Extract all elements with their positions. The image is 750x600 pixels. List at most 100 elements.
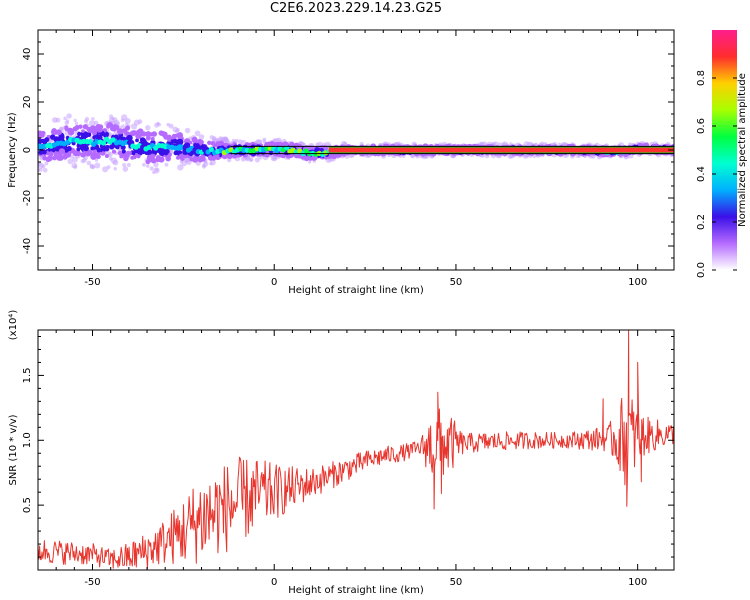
- spectrogram-cell: [57, 154, 64, 160]
- spectrogram-cell: [145, 159, 151, 165]
- spectrogram-cell: [145, 164, 150, 168]
- spectrogram-cell: [142, 162, 146, 167]
- spectrogram-x-axis-label: Height of straight line (km): [288, 285, 424, 296]
- x-tick-label: 100: [628, 277, 647, 288]
- spectrogram-cell: [227, 154, 233, 160]
- colorbar-label: Normalized spectral amplitude: [737, 73, 748, 227]
- spectrogram-cell: [93, 120, 99, 125]
- spectrogram-cell: [91, 129, 98, 136]
- spectrogram-cell: [192, 157, 197, 163]
- spectrogram-cell: [130, 123, 138, 130]
- spectrogram-cell: [101, 151, 106, 156]
- colorbar-tick-label: 0.8: [696, 70, 707, 86]
- spectrogram-cell: [41, 149, 47, 155]
- spectrogram-cell: [160, 131, 167, 137]
- spectrogram-cell: [76, 147, 81, 152]
- spectrogram-cell: [86, 160, 92, 166]
- spectrogram-cell: [197, 157, 203, 163]
- spectrogram-cell: [96, 154, 101, 160]
- spectrogram-cell: [106, 124, 111, 129]
- spectrogram-cell: [62, 154, 68, 160]
- spectrogram-cell: [107, 152, 113, 158]
- spectrogram-cell: [53, 129, 59, 135]
- spectrogram-cell: [166, 136, 173, 142]
- spectrogram-cell: [82, 124, 88, 130]
- spectrogram-cell: [117, 150, 123, 156]
- spectrogram-cell: [149, 166, 154, 171]
- spectrogram-cell: [304, 156, 310, 162]
- spectrogram-cell: [223, 137, 228, 142]
- spectrogram-x-ticks: -50 0 50 100: [37, 30, 675, 288]
- spectrogram-cell: [145, 125, 151, 131]
- spectrogram-cell: [181, 160, 188, 167]
- spectrogram-cell: [158, 149, 165, 156]
- spectrogram-cell: [150, 136, 155, 141]
- spectrogram-cell: [146, 149, 153, 155]
- colorbar-tick-label: 0.2: [696, 214, 707, 230]
- spectrogram-y-ticks: -40 -20 0 20 40: [22, 29, 674, 271]
- x-tick-label: 50: [450, 577, 463, 588]
- spectrogram-cell: [120, 124, 126, 129]
- spectrogram-cell: [272, 138, 277, 143]
- spectrogram-cell: [109, 123, 114, 128]
- spectrogram-cell: [254, 157, 260, 163]
- y-tick-label: -20: [22, 190, 33, 206]
- snr-panel: -50 0 50 100 0.5 1.0 1.5 Height of straight l…: [8, 310, 675, 596]
- spectrogram-cell: [210, 141, 216, 146]
- spectrogram-cell: [49, 134, 56, 140]
- colorbar-tick-label: 0.0: [696, 262, 707, 278]
- spectrogram-cell: [315, 142, 320, 147]
- spectrogram-cell: [53, 153, 58, 158]
- spectrogram-cell: [177, 164, 184, 171]
- spectrogram-cell: [117, 128, 124, 135]
- spectrogram-cell: [166, 153, 171, 159]
- spectrogram-cell: [51, 117, 58, 123]
- spectrogram-cell: [126, 134, 133, 142]
- y-tick-label: 20: [22, 96, 33, 109]
- spectrogram-cell: [218, 136, 224, 142]
- spectrogram-cell: [55, 147, 60, 152]
- x-tick-label: 100: [628, 577, 647, 588]
- spectrogram-cell: [64, 139, 71, 146]
- spectrogram-cell: [235, 138, 239, 143]
- spectrogram-cell: [130, 155, 135, 160]
- x-tick-label: 50: [450, 277, 463, 288]
- spectrogram-cell: [119, 134, 123, 139]
- spectrogram-cell: [100, 145, 107, 151]
- snr-y-ticks: 0.5 1.0 1.5: [22, 335, 674, 558]
- spectrogram-cell: [60, 134, 65, 138]
- spectrogram-cell: [122, 162, 127, 167]
- spectrogram-cell: [74, 124, 80, 130]
- spectrogram-cell: [63, 116, 67, 121]
- spectrogram-cell: [262, 139, 267, 144]
- x-tick-label: 0: [271, 577, 277, 588]
- spectrogram-cell: [207, 154, 214, 161]
- spectrogram-cell: [44, 161, 49, 166]
- snr-series-line: [38, 330, 674, 570]
- spectrogram-cell: [201, 157, 206, 162]
- spectrogram-cell: [148, 153, 154, 159]
- spectrogram-cell: [42, 167, 48, 173]
- spectrogram-cell: [164, 162, 169, 167]
- snr-frame: [37, 329, 675, 571]
- spectrogram-cell: [136, 129, 143, 136]
- spectrogram-cell: [121, 136, 126, 141]
- spectrogram-cell: [141, 138, 147, 144]
- spectrogram-cell: [194, 130, 201, 137]
- spectrogram-cell: [172, 138, 178, 144]
- spectrogram-cell: [41, 164, 46, 169]
- spectrogram-cell: [215, 154, 220, 158]
- spectrogram-cell: [135, 138, 139, 143]
- spectrogram-band-core: [328, 147, 674, 153]
- spectrogram-cell: [38, 167, 43, 172]
- y-tick-label: 1.0: [22, 432, 33, 448]
- colorbar-tick-label: 0.6: [696, 118, 707, 134]
- spectrogram-cell: [73, 164, 78, 169]
- spectrogram-cell: [120, 118, 125, 123]
- spectrogram-cell: [94, 162, 101, 169]
- spectrogram-cell: [38, 161, 42, 167]
- spectrogram-cell: [157, 157, 163, 162]
- spectrogram-cell: [89, 164, 95, 170]
- y-tick-label: 0: [22, 147, 33, 153]
- spectrogram-cell: [113, 166, 118, 171]
